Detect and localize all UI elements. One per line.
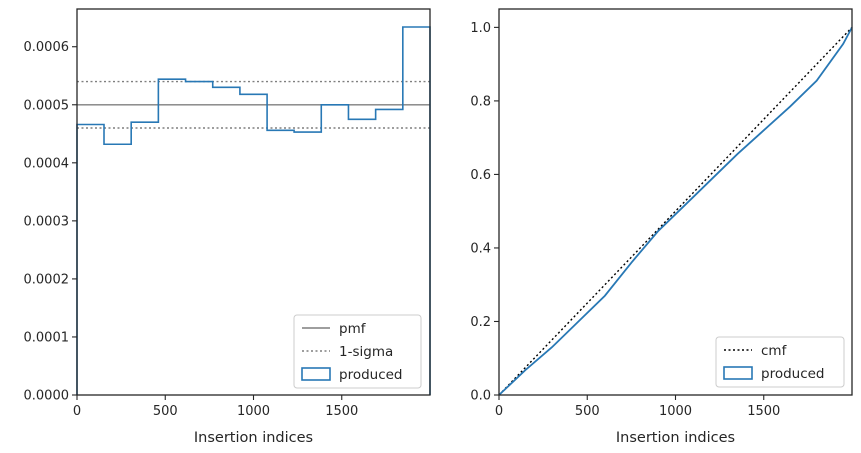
legend-label: 1-sigma — [339, 344, 393, 360]
y-tick-label: 0.0006 — [24, 40, 70, 55]
x-axis-label: Insertion indices — [616, 430, 735, 446]
legend-produced-swatch — [723, 366, 753, 380]
y-tick-label: 0.0004 — [24, 156, 70, 171]
y-tick-label: 0.0002 — [24, 272, 70, 287]
pmf-chart: 0 500 1000 1500 0.0000 0.0001 0.0002 0.0003 0.00… — [24, 8, 431, 446]
y-tick-label: 1.0 — [470, 21, 491, 36]
y-tick-label: 0.4 — [470, 241, 491, 256]
legend-label: produced — [761, 366, 825, 382]
x-tick-label: 500 — [153, 404, 178, 419]
cmf-chart: 0 500 1000 1500 0.0 0.2 0.4 0.6 0.8 1.0 Insertion … — [470, 8, 853, 446]
y-tick-label: 0.0005 — [24, 98, 70, 113]
x-tick-label: 1500 — [325, 404, 358, 419]
x-tick-label: 1500 — [747, 404, 780, 419]
y-tick-label: 0.0001 — [24, 330, 70, 345]
x-tick-label: 1000 — [659, 404, 692, 419]
x-tick-label: 500 — [575, 404, 600, 419]
legend-label: produced — [339, 367, 403, 383]
x-tick-label: 1000 — [237, 404, 270, 419]
legend-label: pmf — [339, 321, 367, 337]
y-tick-label: 0.8 — [470, 94, 491, 109]
y-tick-label: 0.0003 — [24, 214, 70, 229]
y-tick-label: 0.0 — [470, 389, 491, 404]
y-tick-label: 0.6 — [470, 168, 491, 183]
produced-histogram — [76, 26, 431, 395]
legend: cmf produced — [715, 336, 845, 388]
legend-label: cmf — [761, 343, 788, 359]
y-tick-label: 0.0000 — [24, 389, 70, 404]
x-tick-label: 0 — [73, 404, 81, 419]
x-axis-label: Insertion indices — [194, 430, 313, 446]
legend-produced-swatch — [301, 367, 331, 381]
y-tick-label: 0.2 — [470, 315, 491, 330]
legend: pmf 1-sigma produced — [293, 314, 422, 389]
produced-cumulative-line — [498, 26, 853, 396]
legend-box — [293, 314, 422, 389]
cmf-line — [498, 26, 853, 396]
x-tick-label: 0 — [495, 404, 503, 419]
